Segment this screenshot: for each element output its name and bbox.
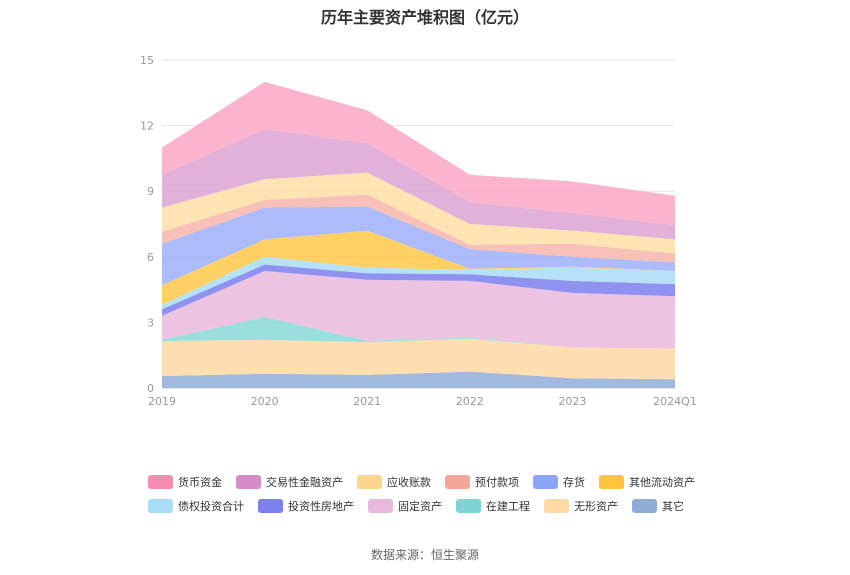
legend-label[interactable]: 货币资金 (178, 475, 222, 489)
area-series[interactable] (162, 128, 675, 240)
area-series[interactable] (162, 256, 675, 310)
legend-swatch[interactable] (533, 475, 558, 489)
x-tick-label: 2020 (251, 395, 279, 408)
x-tick-label: 2021 (353, 395, 381, 408)
legend-swatch[interactable] (456, 499, 481, 513)
legend-swatch[interactable] (236, 475, 261, 489)
area-series[interactable] (162, 230, 675, 305)
legend-label[interactable]: 预付款项 (475, 475, 519, 489)
area-series[interactable] (162, 271, 675, 349)
x-tick-label: 2024Q1 (653, 395, 697, 408)
legend-swatch[interactable] (357, 475, 382, 489)
y-tick-label: 0 (147, 382, 154, 395)
y-tick-label: 12 (140, 120, 154, 133)
chart-title: 历年主要资产堆积图（亿元） (320, 8, 529, 27)
area-series[interactable] (162, 264, 675, 316)
legend-label[interactable]: 其他流动资产 (629, 475, 695, 489)
source-note: 数据来源：恒生聚源 (370, 548, 479, 562)
legend-label[interactable]: 债权投资合计 (178, 499, 244, 513)
x-tick-label: 2019 (148, 395, 176, 408)
legend-label[interactable]: 存货 (563, 475, 585, 489)
y-tick-label: 9 (147, 185, 154, 198)
legend-swatch[interactable] (632, 499, 657, 513)
legend-swatch[interactable] (148, 475, 173, 489)
legend-label[interactable]: 无形资产 (574, 499, 618, 513)
legend-swatch[interactable] (258, 499, 283, 513)
legend-swatch[interactable] (148, 499, 173, 513)
x-tick-label: 2022 (456, 395, 484, 408)
legend-label[interactable]: 其它 (662, 499, 684, 513)
area-series[interactable] (162, 206, 675, 286)
area-series[interactable] (162, 316, 675, 349)
y-tick-label: 6 (147, 251, 154, 264)
legend-label[interactable]: 交易性金融资产 (266, 475, 343, 489)
y-tick-label: 15 (140, 54, 154, 67)
y-tick-label: 3 (147, 316, 154, 329)
legend-label[interactable]: 在建工程 (486, 499, 530, 513)
area-series[interactable] (162, 371, 675, 388)
legend-label[interactable]: 固定资产 (398, 499, 442, 513)
legend-swatch[interactable] (368, 499, 393, 513)
legend-swatch[interactable] (544, 499, 569, 513)
legend-swatch[interactable] (599, 475, 624, 489)
area-series[interactable] (162, 81, 675, 226)
legend-label[interactable]: 应收账款 (387, 475, 431, 489)
area-series[interactable] (162, 194, 675, 263)
legend-label[interactable]: 投资性房地产 (288, 499, 354, 513)
area-series[interactable] (162, 172, 675, 254)
legend-swatch[interactable] (445, 475, 470, 489)
area-series[interactable] (162, 338, 675, 380)
x-tick-label: 2023 (558, 395, 586, 408)
